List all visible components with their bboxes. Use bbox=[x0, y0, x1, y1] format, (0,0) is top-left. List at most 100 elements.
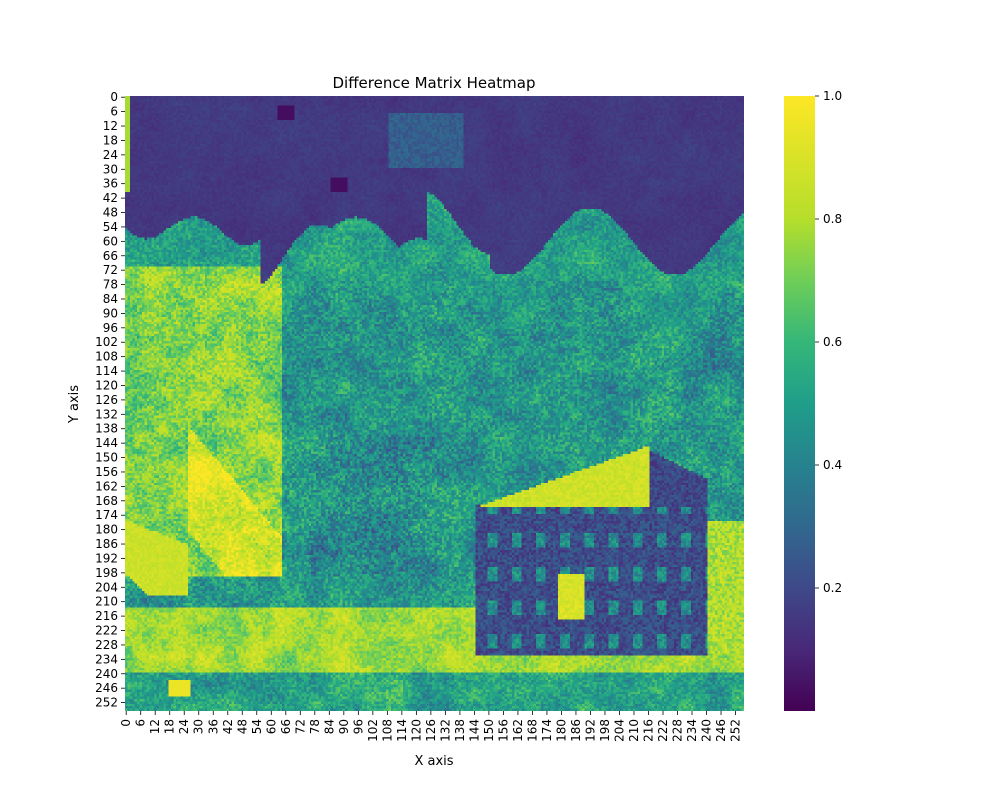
y-tick-label: 90 bbox=[103, 306, 118, 320]
colorbar-tick-label: 0.8 bbox=[823, 212, 842, 226]
x-tick-label: 42 bbox=[221, 719, 235, 734]
x-tick-label: 216 bbox=[641, 719, 655, 742]
y-tick-label: 108 bbox=[95, 350, 118, 364]
x-tick-label: 126 bbox=[424, 719, 438, 742]
chart-title: Difference Matrix Heatmap bbox=[333, 74, 536, 92]
y-axis-label: Y axis bbox=[67, 385, 82, 424]
colorbar-tick-label: 0.6 bbox=[823, 335, 842, 349]
x-tick-label: 48 bbox=[235, 719, 249, 734]
x-tick-label: 222 bbox=[656, 719, 670, 742]
y-tick-label: 66 bbox=[103, 249, 118, 263]
x-tick-label: 168 bbox=[525, 719, 539, 742]
y-tick-label: 168 bbox=[95, 494, 118, 508]
y-tick-label: 204 bbox=[95, 580, 118, 594]
y-tick-label: 48 bbox=[103, 206, 118, 220]
x-tick-label: 24 bbox=[177, 719, 191, 734]
y-tick-label: 156 bbox=[95, 465, 118, 479]
y-tick-label: 78 bbox=[103, 278, 118, 292]
x-tick-label: 156 bbox=[496, 719, 510, 742]
x-tick-label: 138 bbox=[453, 719, 467, 742]
x-tick-label: 96 bbox=[351, 719, 365, 734]
y-tick-label: 132 bbox=[95, 407, 118, 421]
y-tick-label: 102 bbox=[95, 335, 118, 349]
x-tick-label: 12 bbox=[148, 719, 162, 734]
y-tick-label: 6 bbox=[110, 105, 118, 119]
y-tick-label: 246 bbox=[95, 681, 118, 695]
y-tick-label: 114 bbox=[95, 364, 118, 378]
x-tick-label: 6 bbox=[134, 719, 148, 727]
y-tick-label: 0 bbox=[110, 90, 118, 104]
x-tick-label: 240 bbox=[700, 719, 714, 742]
x-tick-label: 180 bbox=[554, 719, 568, 742]
colorbar bbox=[784, 96, 815, 711]
colorbar-ticks: 0.2 0.4 0.6 0.8 1.0 bbox=[815, 89, 842, 595]
x-tick-label: 78 bbox=[308, 719, 322, 734]
y-tick-label: 210 bbox=[95, 595, 118, 609]
x-tick-label: 132 bbox=[438, 719, 452, 742]
x-tick-label: 228 bbox=[671, 719, 685, 742]
y-tick-label: 174 bbox=[95, 508, 118, 522]
y-tick-label: 126 bbox=[95, 393, 118, 407]
y-tick-label: 24 bbox=[103, 148, 118, 162]
x-tick-label: 120 bbox=[409, 719, 423, 742]
y-tick-label: 162 bbox=[95, 479, 118, 493]
y-tick-label: 54 bbox=[103, 220, 118, 234]
y-axis-ticks: 0612182430364248546066727884909610210811… bbox=[95, 90, 125, 710]
x-tick-label: 66 bbox=[279, 719, 293, 734]
x-tick-label: 90 bbox=[337, 719, 351, 734]
y-tick-label: 228 bbox=[95, 638, 118, 652]
x-tick-label: 186 bbox=[569, 719, 583, 742]
y-tick-label: 216 bbox=[95, 609, 118, 623]
x-tick-label: 18 bbox=[163, 719, 177, 734]
x-tick-label: 210 bbox=[627, 719, 641, 742]
y-tick-label: 12 bbox=[103, 119, 118, 133]
x-tick-label: 102 bbox=[366, 719, 380, 742]
x-axis-label: X axis bbox=[414, 754, 453, 769]
colorbar-tick-label: 1.0 bbox=[823, 89, 842, 103]
y-tick-label: 96 bbox=[103, 321, 118, 335]
y-tick-label: 138 bbox=[95, 422, 118, 436]
x-tick-label: 72 bbox=[293, 719, 307, 734]
y-tick-label: 150 bbox=[95, 451, 118, 465]
x-tick-label: 60 bbox=[264, 719, 278, 734]
y-tick-label: 234 bbox=[95, 652, 118, 666]
y-tick-label: 18 bbox=[103, 133, 118, 147]
y-tick-label: 30 bbox=[103, 162, 118, 176]
x-axis-ticks: 0 6 12 18 24 30 36 42 48 54 60 66 72 78 84 90 96 102 108 11… bbox=[119, 711, 743, 742]
x-tick-label: 144 bbox=[467, 719, 481, 742]
y-tick-label: 84 bbox=[103, 292, 118, 306]
x-tick-label: 114 bbox=[395, 719, 409, 742]
y-tick-label: 72 bbox=[103, 263, 118, 277]
y-tick-label: 222 bbox=[95, 624, 118, 638]
y-tick-label: 36 bbox=[103, 177, 118, 191]
colorbar-tick-label: 0.4 bbox=[823, 458, 842, 472]
x-tick-label: 54 bbox=[250, 719, 264, 734]
x-tick-label: 108 bbox=[380, 719, 394, 742]
x-tick-label: 30 bbox=[192, 719, 206, 734]
y-tick-label: 252 bbox=[95, 696, 118, 710]
x-tick-label: 198 bbox=[598, 719, 612, 742]
y-tick-label: 120 bbox=[95, 378, 118, 392]
x-tick-label: 252 bbox=[729, 719, 743, 742]
y-tick-label: 180 bbox=[95, 523, 118, 537]
colorbar-tick-label: 0.2 bbox=[823, 581, 842, 595]
x-tick-label: 246 bbox=[714, 719, 728, 742]
heatmap-image bbox=[125, 96, 744, 711]
y-tick-label: 192 bbox=[95, 551, 118, 565]
y-tick-label: 198 bbox=[95, 566, 118, 580]
x-tick-label: 174 bbox=[540, 719, 554, 742]
x-tick-label: 234 bbox=[685, 719, 699, 742]
x-tick-label: 150 bbox=[482, 719, 496, 742]
x-tick-label: 204 bbox=[612, 719, 626, 742]
x-tick-label: 162 bbox=[511, 719, 525, 742]
x-tick-label: 84 bbox=[322, 719, 336, 734]
y-tick-label: 42 bbox=[103, 191, 118, 205]
y-tick-label: 60 bbox=[103, 234, 118, 248]
x-tick-label: 36 bbox=[206, 719, 220, 734]
x-tick-label: 192 bbox=[583, 719, 597, 742]
y-tick-label: 186 bbox=[95, 537, 118, 551]
y-tick-label: 240 bbox=[95, 667, 118, 681]
x-tick-label: 0 bbox=[119, 719, 133, 727]
y-tick-label: 144 bbox=[95, 436, 118, 450]
